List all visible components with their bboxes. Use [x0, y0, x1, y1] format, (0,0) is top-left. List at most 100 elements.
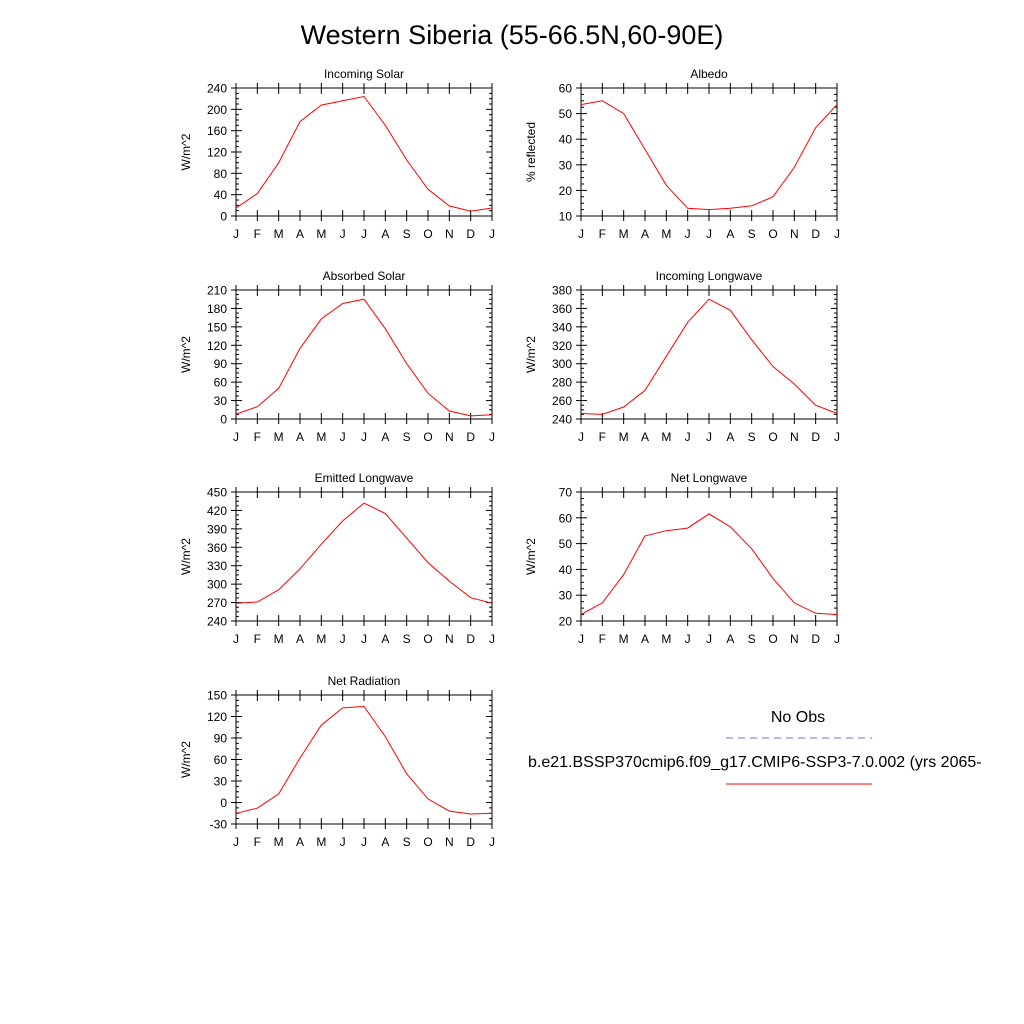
- incoming-solar-xtick-label: J: [489, 227, 495, 241]
- emitted-longwave-ytick-label: 240: [207, 615, 227, 629]
- incoming-longwave-ytick-label: 360: [552, 302, 572, 316]
- albedo-xtick-label: S: [748, 227, 756, 241]
- incoming-longwave-xtick-label: J: [578, 430, 584, 444]
- incoming-longwave-xtick-label: J: [685, 430, 691, 444]
- albedo-series-line: [580, 100, 838, 211]
- albedo-xtick-label: J: [834, 227, 840, 241]
- incoming-longwave-xtick-label: N: [790, 430, 799, 444]
- incoming-solar-xtick-label: A: [381, 227, 389, 241]
- net-radiation-xtick-label: S: [403, 835, 411, 849]
- net-radiation-xtick-label: M: [316, 835, 326, 849]
- emitted-longwave-xtick-label: M: [316, 632, 326, 646]
- incoming-longwave-ytick-label: 260: [552, 394, 572, 408]
- net-longwave-title: Net Longwave: [671, 471, 748, 485]
- absorbed-solar-xtick-label: J: [489, 430, 495, 444]
- net-radiation-series-line: [235, 705, 493, 815]
- absorbed-solar-xtick-label: J: [233, 430, 239, 444]
- absorbed-solar-xtick-label: F: [254, 430, 261, 444]
- absorbed-solar-panel: Absorbed Solar W/m^2 0 30 60 90 120 150 180 210 J F…: [179, 269, 495, 444]
- legend-obs-label: No Obs: [771, 709, 825, 726]
- incoming-longwave-xtick-label: D: [811, 430, 820, 444]
- incoming-longwave-ytick-label: 340: [552, 320, 572, 334]
- incoming-longwave-ytick-label: 240: [552, 413, 572, 427]
- net-longwave-ylabel: W/m^2: [524, 538, 538, 575]
- emitted-longwave-xtick-label: J: [233, 632, 239, 646]
- albedo-xtick-label: A: [641, 227, 649, 241]
- net-longwave-xtick-label: J: [685, 632, 691, 646]
- net-radiation-xtick-label: F: [254, 835, 261, 849]
- absorbed-solar-ytick-label: 180: [207, 302, 227, 316]
- albedo-ytick-label: 40: [559, 133, 573, 147]
- absorbed-solar-ytick-label: 60: [214, 376, 228, 390]
- net-radiation-xtick-label: A: [381, 835, 389, 849]
- net-longwave-ytick-label: 50: [559, 537, 573, 551]
- net-radiation-xtick-label: D: [466, 835, 475, 849]
- emitted-longwave-ytick-label: 300: [207, 578, 227, 592]
- net-radiation-xtick-label: N: [445, 835, 454, 849]
- net-radiation-xtick-label: J: [361, 835, 367, 849]
- incoming-longwave-xtick-label: F: [599, 430, 606, 444]
- albedo-xtick-label: M: [619, 227, 629, 241]
- albedo-xtick-label: A: [726, 227, 734, 241]
- legend-model-label: b.e21.BSSP370cmip6.f09_g17.CMIP6-SSP3-7.…: [528, 754, 982, 771]
- albedo-xtick-label: N: [790, 227, 799, 241]
- incoming-longwave-xtick-label: M: [661, 430, 671, 444]
- net-radiation-ytick-label: 120: [207, 710, 227, 724]
- albedo-frame: [580, 87, 838, 217]
- incoming-solar-xtick-label: O: [423, 227, 432, 241]
- net-radiation-ytick-label: 90: [214, 732, 228, 746]
- incoming-solar-ytick-label: 80: [214, 167, 228, 181]
- incoming-solar-xtick-label: M: [316, 227, 326, 241]
- net-longwave-xtick-label: A: [726, 632, 734, 646]
- net-longwave-xtick-label: N: [790, 632, 799, 646]
- incoming-longwave-ytick-label: 280: [552, 376, 572, 390]
- emitted-longwave-xtick-label: O: [423, 632, 432, 646]
- incoming-solar-xtick-label: S: [403, 227, 411, 241]
- incoming-solar-xtick-label: N: [445, 227, 454, 241]
- incoming-longwave-xtick-label: A: [726, 430, 734, 444]
- absorbed-solar-ytick-label: 120: [207, 339, 227, 353]
- incoming-solar-ytick-label: 40: [214, 188, 228, 202]
- net-longwave-xtick-label: M: [661, 632, 671, 646]
- absorbed-solar-ytick-label: 0: [220, 413, 227, 427]
- incoming-longwave-ytick-label: 300: [552, 357, 572, 371]
- incoming-solar-ytick-label: 120: [207, 146, 227, 160]
- emitted-longwave-frame: [235, 491, 493, 622]
- emitted-longwave-title: Emitted Longwave: [315, 471, 414, 485]
- incoming-longwave-ytick-label: 380: [552, 284, 572, 298]
- absorbed-solar-xtick-label: A: [296, 430, 304, 444]
- incoming-solar-ytick-label: 240: [207, 82, 227, 96]
- net-longwave-ytick-label: 40: [559, 563, 573, 577]
- albedo-xtick-label: M: [661, 227, 671, 241]
- emitted-longwave-ytick-label: 450: [207, 486, 227, 500]
- absorbed-solar-xtick-label: J: [361, 430, 367, 444]
- incoming-longwave-xtick-label: J: [706, 430, 712, 444]
- emitted-longwave-ytick-label: 270: [207, 596, 227, 610]
- incoming-longwave-xtick-label: M: [619, 430, 629, 444]
- emitted-longwave-xtick-label: M: [274, 632, 284, 646]
- albedo-xtick-label: O: [768, 227, 777, 241]
- albedo-xtick-label: D: [811, 227, 820, 241]
- net-radiation-ytick-label: 0: [220, 796, 227, 810]
- albedo-title: Albedo: [690, 67, 728, 81]
- absorbed-solar-xtick-label: A: [381, 430, 389, 444]
- albedo-ytick-label: 50: [559, 107, 573, 121]
- absorbed-solar-xtick-label: S: [403, 430, 411, 444]
- albedo-xtick-label: J: [685, 227, 691, 241]
- net-longwave-xtick-label: J: [578, 632, 584, 646]
- absorbed-solar-ytick-label: 90: [214, 357, 228, 371]
- net-radiation-ytick-label: 150: [207, 689, 227, 703]
- emitted-longwave-xtick-label: A: [296, 632, 304, 646]
- net-radiation-title: Net Radiation: [328, 674, 401, 688]
- incoming-longwave-title: Incoming Longwave: [656, 269, 763, 283]
- albedo-ytick-label: 20: [559, 184, 573, 198]
- incoming-longwave-xtick-label: O: [768, 430, 777, 444]
- net-longwave-ytick-label: 30: [559, 589, 573, 603]
- incoming-solar-series-line: [235, 95, 493, 212]
- net-longwave-xtick-label: A: [641, 632, 649, 646]
- emitted-longwave-ytick-label: 420: [207, 504, 227, 518]
- net-longwave-xtick-label: F: [599, 632, 606, 646]
- incoming-solar-xtick-label: J: [233, 227, 239, 241]
